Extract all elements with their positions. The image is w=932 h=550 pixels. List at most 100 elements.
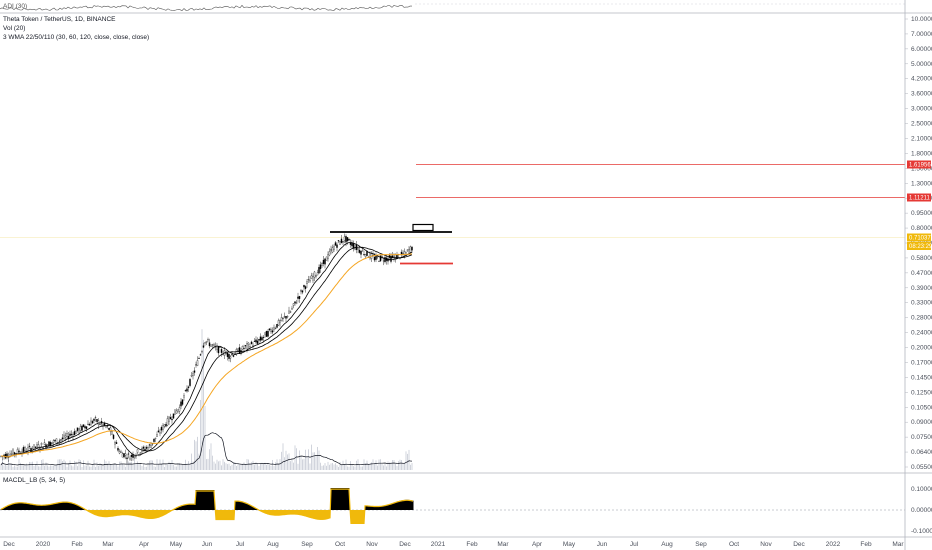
macd-bar [125, 510, 127, 515]
price-tag-label: 0.71037 [909, 236, 931, 242]
volume-bar [174, 466, 176, 470]
volume-bar [164, 466, 165, 470]
candle-body [78, 428, 80, 433]
macd-bar [331, 488, 333, 510]
volume-bar [147, 463, 149, 470]
volume-bar [315, 455, 317, 470]
volume-bar [141, 466, 143, 470]
volume-bar [300, 456, 302, 470]
macd-bar [169, 510, 171, 512]
volume-bar [69, 460, 71, 470]
time-tick-label: Nov [760, 541, 772, 548]
macd-bar [388, 504, 390, 510]
macd-bar [144, 510, 146, 519]
volume-bar [89, 466, 90, 470]
candle-body [72, 434, 74, 437]
macd-bar [412, 500, 414, 510]
symbol-legend[interactable]: Theta Token / TetherUS, 1D, BINANCE [3, 16, 116, 23]
volume-bar [66, 466, 68, 470]
candle-body [171, 418, 173, 421]
macd-bar [316, 510, 318, 520]
candle-body [213, 344, 215, 346]
candle-body [178, 407, 181, 412]
volume-legend[interactable]: Vol (20) [3, 25, 26, 32]
candle-body [142, 446, 145, 449]
volume-bar [260, 463, 261, 470]
volume-bar [60, 459, 62, 470]
volume-bar [395, 463, 396, 470]
time-axis[interactable]: Dec 2020 Feb Mar Apr May Jun Jul Aug Sep Oct Nov Dec… [3, 541, 904, 548]
macd-bar [248, 504, 250, 510]
price-tick-label: 3.60000 [911, 91, 932, 98]
macd-bar [162, 510, 164, 516]
volume-bar [153, 466, 155, 470]
candle-body [60, 439, 62, 441]
price-tick-label: 3.00000 [911, 106, 932, 113]
candle-body [363, 254, 365, 255]
candle-body [168, 416, 170, 422]
macd-bar [404, 499, 406, 510]
time-tick-label: Dec [399, 541, 411, 548]
candle-body [274, 328, 277, 329]
wma-legend[interactable]: 3 WMA 22/50/110 (30, 60, 120, close, clo… [3, 34, 150, 41]
candle-body [255, 339, 257, 343]
candle-body [48, 441, 50, 447]
volume-bar [308, 449, 309, 470]
volume-bar [360, 466, 362, 470]
volume-bar [96, 462, 98, 470]
macd-bar [216, 510, 218, 520]
candle-body [189, 379, 191, 386]
macd-bar [159, 510, 161, 517]
volume-bar [269, 464, 270, 470]
macd-bar [383, 505, 385, 510]
macd-bar [289, 510, 291, 515]
macd-bar [101, 510, 103, 517]
macd-bar [320, 510, 322, 520]
candle-body [130, 454, 133, 457]
macd-bar [327, 510, 329, 519]
macd-bar [206, 490, 208, 510]
macd-bar [46, 504, 48, 510]
macd-bar [27, 503, 29, 510]
volume-bar [195, 441, 197, 470]
macd-bar [123, 510, 125, 515]
price-tick-label: 7.00000 [911, 31, 932, 38]
macd-bar [198, 490, 200, 510]
candle-body [105, 426, 107, 428]
volume-bar [39, 466, 41, 470]
macd-bar [380, 506, 382, 510]
volume-bar [135, 464, 137, 470]
volume-bar [36, 461, 38, 470]
resistance-box[interactable] [412, 223, 434, 232]
volume-bar [389, 462, 390, 470]
macd-bar [14, 502, 16, 510]
time-tick-label: Mar [497, 541, 509, 548]
macd-bar [261, 510, 263, 512]
macd-bar [186, 504, 188, 510]
candle-body [156, 434, 158, 437]
volume-bar [26, 463, 27, 470]
volume-bar [341, 465, 342, 470]
macd-bar [293, 510, 295, 515]
volume-bar [152, 460, 153, 470]
candle-body [42, 447, 44, 449]
macd-bar [157, 510, 159, 518]
volume-bar [344, 464, 345, 470]
volume-bar [323, 465, 324, 470]
macd-bar [181, 505, 183, 510]
volume-bar [48, 466, 50, 470]
macd-bar [95, 510, 97, 516]
macd-bar [314, 510, 316, 520]
volume-bar [353, 466, 354, 470]
macd-bar [275, 510, 277, 516]
macd-bar [90, 510, 92, 513]
volume-bar [399, 459, 401, 470]
macd-legend[interactable]: MACDL_LB (5, 34, 5) [3, 477, 66, 484]
macd-bar [134, 510, 136, 517]
volume-bar [306, 456, 308, 470]
